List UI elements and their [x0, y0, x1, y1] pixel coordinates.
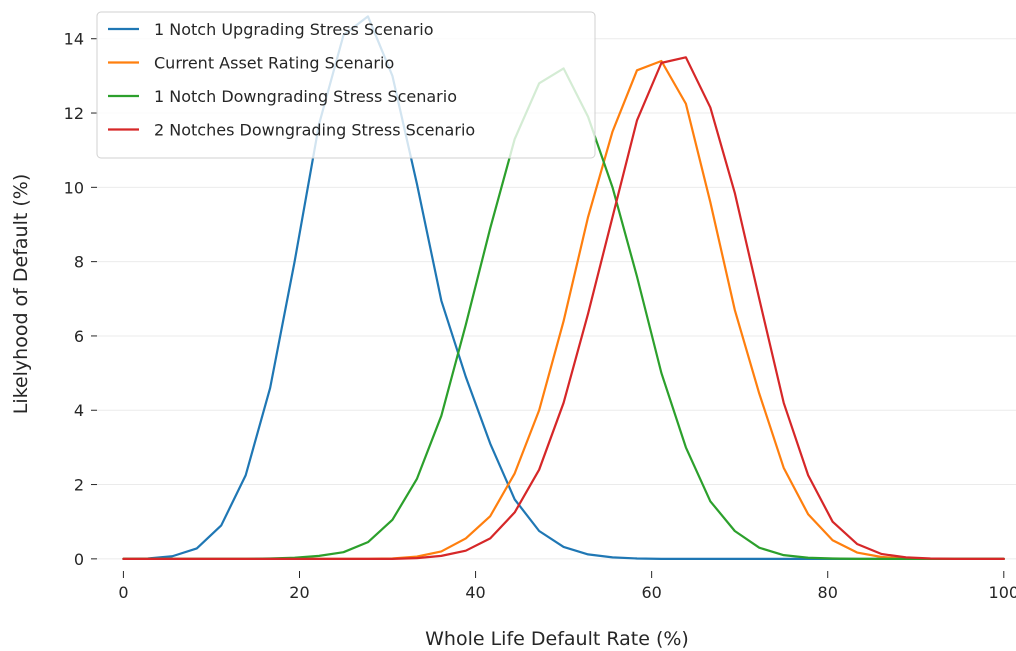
y-tick-label: 12 [64, 104, 84, 123]
series-lines [122, 15, 1005, 560]
x-tick-label: 20 [289, 583, 309, 602]
x-axis: 0 20 40 60 80 100 [118, 571, 1016, 602]
x-tick-label: 80 [818, 583, 838, 602]
legend-box [96, 11, 596, 159]
legend: 1 Notch Upgrading Stress Scenario Current… [96, 11, 596, 159]
y-tick-label: 10 [64, 178, 84, 197]
x-tick-label: 40 [465, 583, 485, 602]
y-tick-label: 6 [74, 327, 84, 346]
x-tick-label: 60 [641, 583, 661, 602]
y-axis: 0 2 4 6 8 10 12 14 [64, 30, 97, 569]
legend-label-2: Current Asset Rating Scenario [154, 54, 394, 73]
legend-label-4: 2 Notches Downgrading Stress Scenario [154, 121, 475, 140]
y-tick-label: 14 [64, 30, 84, 49]
y-tick-label: 2 [74, 476, 84, 495]
y-tick-label: 0 [74, 550, 84, 569]
y-tick-label: 8 [74, 253, 84, 272]
legend-label-1: 1 Notch Upgrading Stress Scenario [154, 20, 434, 39]
series-line-4 [122, 56, 1005, 560]
y-axis-title: Likelyhood of Default (%) [10, 174, 32, 415]
x-axis-title: Whole Life Default Rate (%) [425, 628, 689, 650]
x-tick-label: 0 [118, 583, 128, 602]
y-tick-label: 4 [74, 401, 84, 420]
legend-label-3: 1 Notch Downgrading Stress Scenario [154, 87, 457, 106]
x-tick-label: 100 [989, 583, 1016, 602]
